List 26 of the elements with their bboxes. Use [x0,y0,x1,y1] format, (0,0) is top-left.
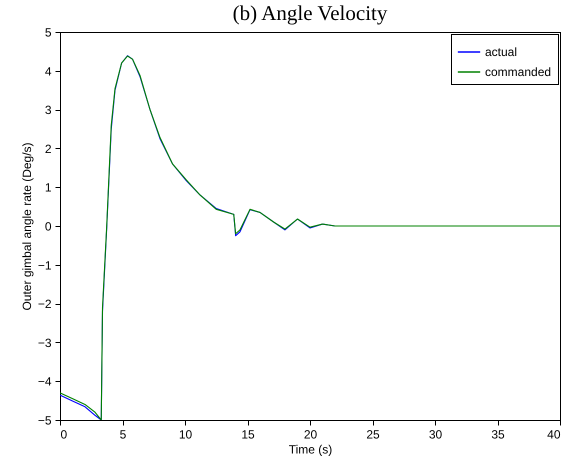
y-tick-label: 4 [44,64,52,78]
x-tick-label: 15 [241,428,255,442]
chart-title: (b) Angle Velocity [232,1,388,25]
legend-label: commanded [485,65,552,79]
x-tick-label: 35 [491,428,505,442]
y-tick-label: −2 [38,297,52,312]
x-tick-label: 40 [547,428,561,442]
x-tick-label: 30 [428,428,442,442]
y-tick-label: −1 [38,258,52,272]
x-tick-label: 5 [120,428,127,442]
y-tick-label: 5 [44,26,52,40]
x-axis-title: Time (s) [288,442,332,456]
legend-label: actual [485,45,518,59]
y-axis-title: Outer gimbal angle rate (Deg/s) [20,142,34,311]
x-tick-label: 25 [366,428,380,442]
x-tick-label: 20 [304,428,318,442]
y-tick-label: 2 [44,142,52,156]
y-tick-label: −4 [38,374,52,389]
y-tick-label: −5 [38,414,52,428]
y-tick-label: 3 [44,103,52,118]
line-series [60,56,560,420]
y-tick-label: −3 [38,336,52,350]
y-tick-label: 1 [44,180,52,195]
x-tick-label: 10 [178,428,192,442]
y-tick-label: 0 [44,220,52,234]
x-tick-label: 0 [60,428,68,442]
